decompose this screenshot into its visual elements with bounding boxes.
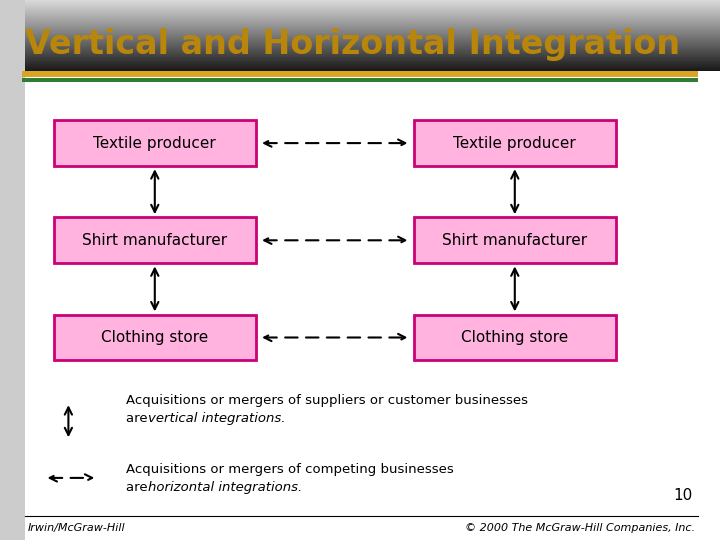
Bar bbox=[54, 120, 256, 166]
Bar bbox=[54, 314, 256, 361]
Text: Textile producer: Textile producer bbox=[94, 136, 216, 151]
Text: Textile producer: Textile producer bbox=[454, 136, 576, 151]
Text: © 2000 The McGraw-Hill Companies, Inc.: © 2000 The McGraw-Hill Companies, Inc. bbox=[465, 523, 695, 533]
Text: are: are bbox=[126, 481, 152, 494]
Bar bbox=[414, 120, 616, 166]
Bar bbox=[22, 78, 698, 82]
Text: Irwin/McGraw-Hill: Irwin/McGraw-Hill bbox=[27, 523, 125, 533]
Text: Clothing store: Clothing store bbox=[102, 330, 208, 345]
Text: are: are bbox=[126, 412, 152, 425]
Text: Acquisitions or mergers of competing businesses: Acquisitions or mergers of competing bus… bbox=[126, 463, 454, 476]
Text: Clothing store: Clothing store bbox=[462, 330, 568, 345]
Bar bbox=[54, 217, 256, 263]
Bar bbox=[414, 217, 616, 263]
Bar bbox=[414, 314, 616, 361]
Text: Shirt manufacturer: Shirt manufacturer bbox=[82, 233, 228, 248]
Text: Acquisitions or mergers of suppliers or customer businesses: Acquisitions or mergers of suppliers or … bbox=[126, 394, 528, 407]
Bar bbox=[22, 71, 698, 77]
Text: Shirt manufacturer: Shirt manufacturer bbox=[442, 233, 588, 248]
Text: Vertical and Horizontal Integration: Vertical and Horizontal Integration bbox=[25, 28, 680, 61]
Text: vertical integrations.: vertical integrations. bbox=[148, 412, 285, 425]
Bar bbox=[0, 0, 25, 540]
Text: 10: 10 bbox=[673, 488, 693, 503]
FancyBboxPatch shape bbox=[0, 71, 720, 540]
Text: horizontal integrations.: horizontal integrations. bbox=[148, 481, 302, 494]
